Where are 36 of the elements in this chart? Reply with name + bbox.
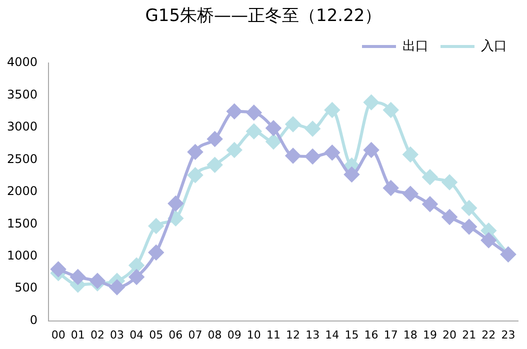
x-tick-label: 09 bbox=[227, 328, 242, 342]
chart-title: G15朱桥——正冬至（12.22） bbox=[144, 5, 383, 27]
x-tick-label: 18 bbox=[403, 328, 418, 342]
y-tick-label: 1000 bbox=[6, 248, 38, 262]
y-tick-label: 0 bbox=[30, 312, 38, 327]
x-tick-label: 12 bbox=[286, 328, 300, 342]
x-tick-label: 13 bbox=[306, 328, 320, 342]
x-tick-label: 22 bbox=[482, 328, 496, 342]
y-tick-label: 2000 bbox=[6, 184, 38, 198]
x-tick-label: 15 bbox=[344, 328, 359, 342]
x-tick-label: 03 bbox=[110, 328, 124, 342]
y-tick-label: 2500 bbox=[6, 152, 38, 166]
x-tick-label: 10 bbox=[246, 328, 261, 342]
legend-label: 入口 bbox=[481, 38, 507, 54]
x-tick-label: 07 bbox=[188, 328, 202, 342]
x-tick-label: 00 bbox=[51, 328, 66, 342]
y-tick-label: 4000 bbox=[6, 55, 38, 70]
x-tick-label: 14 bbox=[325, 328, 340, 342]
x-tick-label: 19 bbox=[422, 328, 437, 342]
x-tick-label: 02 bbox=[90, 328, 104, 342]
y-tick-label: 500 bbox=[14, 280, 38, 295]
x-tick-label: 21 bbox=[462, 328, 476, 342]
x-tick-label: 04 bbox=[130, 328, 144, 342]
legend-label: 出口 bbox=[402, 38, 428, 54]
x-tick-label: 06 bbox=[168, 328, 183, 342]
x-tick-label: 05 bbox=[149, 328, 164, 342]
x-tick-label: 08 bbox=[208, 328, 222, 342]
y-tick-label: 1500 bbox=[6, 216, 38, 230]
x-tick-label: 20 bbox=[442, 328, 457, 342]
x-tick-label: 11 bbox=[266, 328, 280, 342]
x-tick-label: 17 bbox=[384, 328, 398, 342]
y-tick-label: 3000 bbox=[6, 120, 38, 134]
x-tick-label: 01 bbox=[70, 328, 85, 342]
x-tick-label: 16 bbox=[364, 328, 378, 342]
y-tick-label: 3500 bbox=[6, 87, 38, 102]
x-tick-label: 23 bbox=[501, 328, 516, 342]
